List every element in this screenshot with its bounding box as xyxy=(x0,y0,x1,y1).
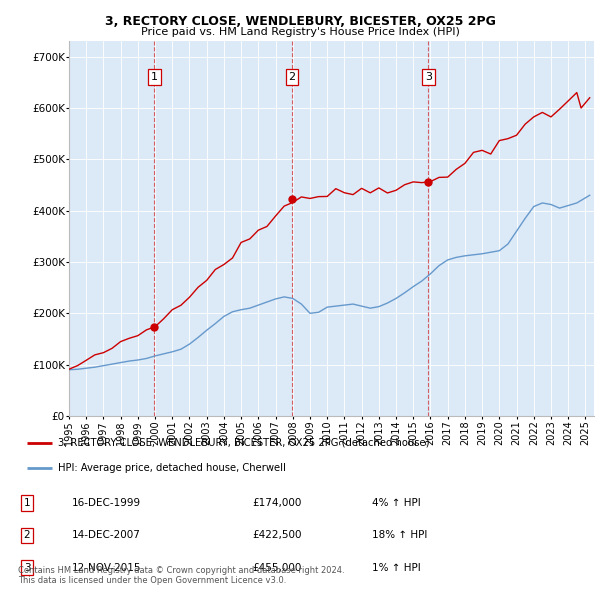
Text: 3: 3 xyxy=(23,563,31,573)
Text: 12-NOV-2015: 12-NOV-2015 xyxy=(72,563,142,573)
Text: 18% ↑ HPI: 18% ↑ HPI xyxy=(372,530,427,540)
Text: £455,000: £455,000 xyxy=(252,563,301,573)
Text: 16-DEC-1999: 16-DEC-1999 xyxy=(72,498,141,508)
Text: 1% ↑ HPI: 1% ↑ HPI xyxy=(372,563,421,573)
Text: 14-DEC-2007: 14-DEC-2007 xyxy=(72,530,141,540)
Text: 3, RECTORY CLOSE, WENDLEBURY, BICESTER, OX25 2PG: 3, RECTORY CLOSE, WENDLEBURY, BICESTER, … xyxy=(104,15,496,28)
Text: £422,500: £422,500 xyxy=(252,530,302,540)
Text: HPI: Average price, detached house, Cherwell: HPI: Average price, detached house, Cher… xyxy=(58,463,286,473)
Text: 2: 2 xyxy=(289,72,296,82)
Text: 3, RECTORY CLOSE, WENDLEBURY, BICESTER, OX25 2PG (detached house): 3, RECTORY CLOSE, WENDLEBURY, BICESTER, … xyxy=(58,438,429,448)
Text: 4% ↑ HPI: 4% ↑ HPI xyxy=(372,498,421,508)
Text: Contains HM Land Registry data © Crown copyright and database right 2024.
This d: Contains HM Land Registry data © Crown c… xyxy=(18,566,344,585)
Text: 3: 3 xyxy=(425,72,432,82)
Text: 1: 1 xyxy=(151,72,158,82)
Text: 2: 2 xyxy=(23,530,31,540)
Text: Price paid vs. HM Land Registry's House Price Index (HPI): Price paid vs. HM Land Registry's House … xyxy=(140,27,460,37)
Text: 1: 1 xyxy=(23,498,31,508)
Text: £174,000: £174,000 xyxy=(252,498,301,508)
